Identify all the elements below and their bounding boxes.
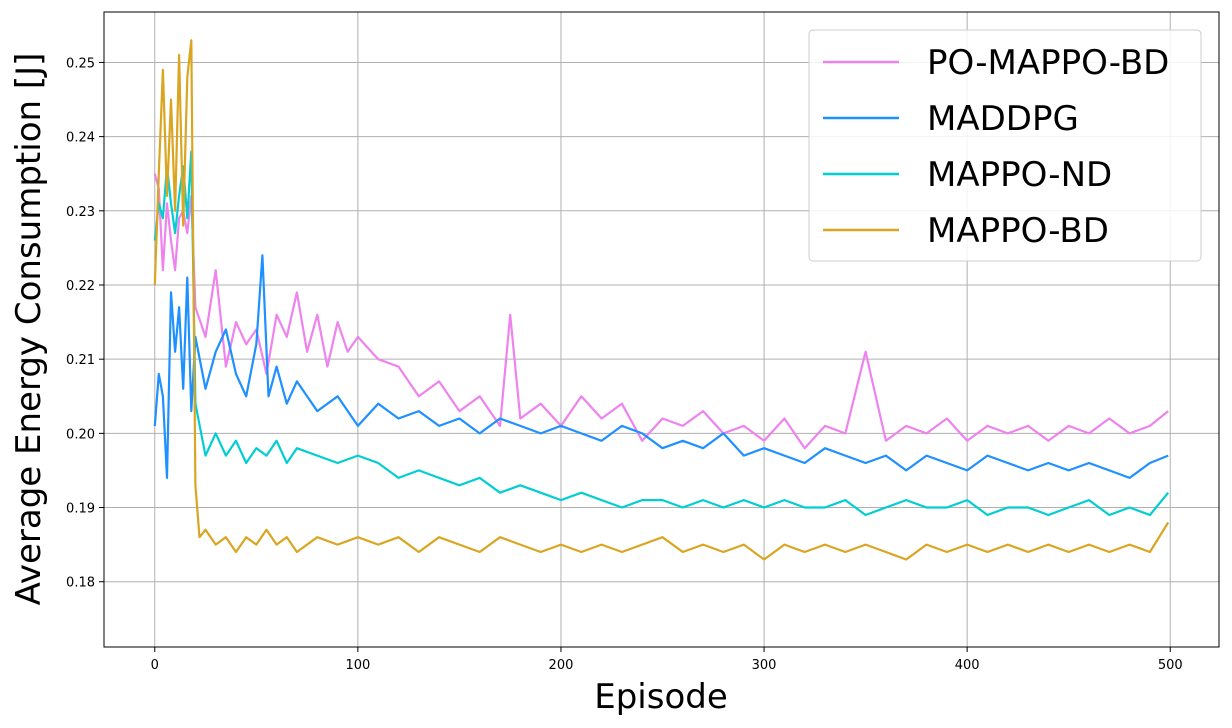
grid-lines [104, 12, 1219, 647]
x-tick-label: 300 [752, 658, 777, 673]
legend: PO-MAPPO-BD MADDPG MAPPO-ND MAPPO-BD [808, 29, 1202, 262]
y-tick-label: 0.18 [66, 576, 95, 591]
y-tick-label: 0.23 [66, 205, 95, 220]
legend-label: MAPPO-BD [927, 211, 1109, 251]
x-tick-label: 500 [1158, 658, 1183, 673]
y-axis-title: Average Energy Consumption [J] [9, 53, 49, 606]
x-tick-label: 400 [955, 658, 980, 673]
legend-label: MAPPO-ND [927, 155, 1112, 195]
plot-area [153, 39, 1170, 561]
series-line-mappo-bd [153, 39, 1170, 561]
y-tick-label: 0.25 [66, 56, 95, 71]
series-line-mappo-nd [153, 150, 1170, 517]
y-tick-label: 0.24 [66, 131, 95, 146]
y-tick-label: 0.19 [66, 502, 95, 517]
x-tick-label: 100 [345, 658, 370, 673]
y-axis-ticks: 0.18 0.19 0.20 0.21 0.22 0.23 0.24 0.25 [66, 56, 104, 591]
x-tick-label: 0 [151, 658, 159, 673]
x-axis-title: Episode [594, 677, 728, 717]
y-tick-label: 0.21 [66, 353, 95, 368]
y-tick-label: 0.20 [66, 427, 95, 442]
series-lines [153, 39, 1170, 561]
x-axis-ticks: 0 100 200 300 400 500 [151, 647, 1183, 673]
legend-label: PO-MAPPO-BD [927, 43, 1169, 83]
legend-box [808, 29, 1202, 262]
series-line-maddpg [153, 254, 1169, 479]
x-tick-label: 200 [549, 658, 574, 673]
axes-frame [103, 11, 1220, 648]
y-tick-label: 0.22 [66, 279, 95, 294]
legend-label: MADDPG [927, 99, 1079, 139]
series-line-po-mappo-bd [153, 173, 1169, 450]
